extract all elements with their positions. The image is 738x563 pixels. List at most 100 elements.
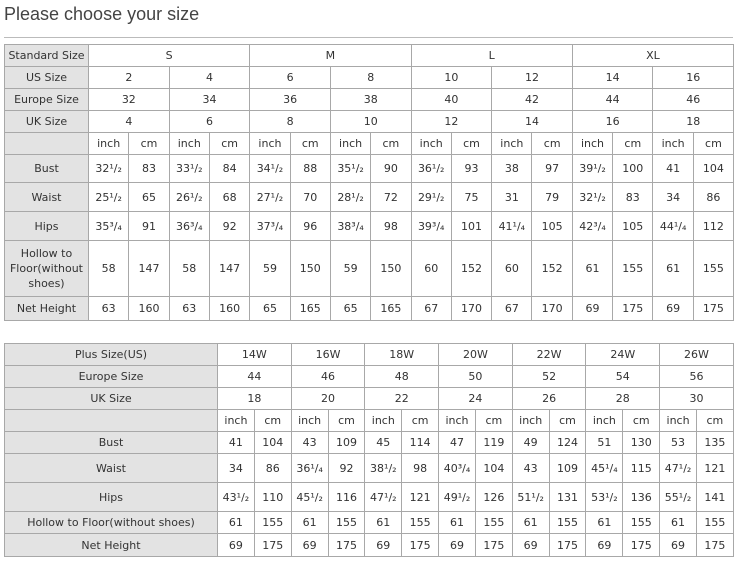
table-cell: 61 (217, 511, 255, 534)
table-cell: 59 (249, 240, 291, 297)
table-cell: 155 (548, 511, 587, 534)
table-cell: 175 (692, 296, 735, 321)
table-cell: 36³/₄ (168, 211, 210, 241)
table-cell: inch (571, 132, 614, 155)
row-label: UK Size (4, 110, 89, 133)
table-cell: 165 (289, 296, 331, 321)
table-row: Europe Size 32 34 36 38 40 42 44 46 (4, 88, 735, 111)
table-cell: 67 (491, 296, 533, 321)
table-cell: 86 (692, 182, 735, 212)
table-cell: 92 (208, 211, 251, 241)
table-cell: 31 (491, 182, 533, 212)
table-cell: 54 (585, 365, 661, 388)
table-cell: 69 (652, 296, 694, 321)
table-cell: 84 (208, 154, 251, 183)
table-cell: inch (438, 409, 476, 432)
table-cell: 20W (438, 343, 513, 366)
table-cell: 38 (491, 154, 533, 183)
table-cell: cm (622, 409, 661, 432)
table-cell: 14W (217, 343, 292, 366)
table-cell: 175 (612, 296, 654, 321)
table-cell: 10 (329, 110, 412, 133)
row-label: Hollow to Floor(without shoes) (4, 240, 89, 297)
table-cell: 79 (531, 182, 573, 212)
table-cell: 175 (253, 533, 292, 557)
table-row: inch cm inch cm inch cm inch cm inch cm inch cm inch… (4, 132, 735, 155)
table-cell: 100 (612, 154, 654, 183)
table-cell: 72 (370, 182, 412, 212)
table-cell: 175 (695, 533, 734, 557)
table-cell: cm (401, 409, 440, 432)
table-cell: 26¹/₂ (168, 182, 210, 212)
table-cell: 40³/₄ (438, 453, 476, 483)
table-cell: 35¹/₂ (329, 154, 372, 183)
table-cell: 75 (450, 182, 493, 212)
page-title: Please choose your size (4, 4, 200, 24)
table-cell: S (87, 44, 251, 67)
row-label (4, 132, 89, 155)
table-cell: 112 (692, 211, 735, 241)
table-cell: 42 (491, 88, 573, 111)
table-cell: 42³/₄ (571, 211, 614, 241)
table-cell: 69 (364, 533, 403, 557)
table-cell: 8 (249, 110, 331, 133)
table-cell: 38 (329, 88, 412, 111)
table-cell: 135 (695, 431, 734, 454)
table-cell: 24W (585, 343, 661, 366)
table-row: Standard Size S M L XL (4, 44, 735, 67)
table-cell: 155 (695, 511, 734, 534)
table-cell: 147 (128, 240, 170, 297)
table-cell: 47 (438, 431, 476, 454)
table-cell: 68 (208, 182, 251, 212)
plus-size-table: Plus Size(US) 14W 16W 18W 20W 22W 24W 26W Europe… (4, 343, 734, 557)
table-cell: cm (253, 409, 292, 432)
table-cell: 41 (652, 154, 694, 183)
table-cell: cm (370, 132, 412, 155)
table-cell: 115 (622, 453, 661, 483)
table-cell: 61 (585, 511, 624, 534)
table-cell: 38³/₄ (329, 211, 372, 241)
table-cell: 61 (438, 511, 476, 534)
table-row: Waist 34 86 36¹/₄ 92 38¹/₂ 98 40³/₄ 104 43 109 45¹/… (4, 453, 734, 483)
table-cell: 18W (364, 343, 440, 366)
row-label: Bust (4, 154, 89, 183)
table-cell: 83 (612, 182, 654, 212)
table-cell: 160 (128, 296, 170, 321)
row-label: Net Height (4, 533, 218, 557)
table-cell: 14 (571, 66, 654, 89)
row-label: Europe Size (4, 88, 89, 111)
table-cell: inch (217, 409, 255, 432)
table-cell: 36¹/₂ (410, 154, 452, 183)
table-cell: 131 (548, 482, 587, 512)
table-cell: 175 (548, 533, 587, 557)
table-cell: 69 (659, 533, 697, 557)
table-cell: 109 (327, 431, 366, 454)
table-cell: cm (128, 132, 170, 155)
table-cell: 52 (511, 365, 587, 388)
table-row: Europe Size 44 46 48 50 52 54 56 (4, 365, 734, 388)
table-cell: 91 (128, 211, 170, 241)
table-cell: 61 (364, 511, 403, 534)
table-row: Net Height 69 175 69 175 69 175 69 175 69 175 69 175… (4, 533, 734, 557)
table-cell: inch (364, 409, 403, 432)
table-row: inch cm inch cm inch cm inch cm inch cm inch cm inch… (4, 409, 734, 432)
table-cell: 152 (450, 240, 493, 297)
table-cell: 45 (364, 431, 403, 454)
row-label: Standard Size (4, 44, 89, 67)
table-cell: 65 (128, 182, 170, 212)
table-cell: cm (450, 132, 493, 155)
table-cell: 126 (474, 482, 513, 512)
table-cell: 6 (249, 66, 331, 89)
table-cell: cm (695, 409, 734, 432)
table-row: Bust 41 104 43 109 45 114 47 119 49 124 51 130 53 135 (4, 431, 734, 454)
table-cell: 160 (208, 296, 251, 321)
table-cell: 32¹/₂ (571, 182, 614, 212)
table-cell: 46 (290, 365, 366, 388)
table-cell: 44 (217, 365, 292, 388)
table-cell: 43 (511, 453, 550, 483)
table-cell: 152 (531, 240, 573, 297)
table-cell: 16 (652, 66, 735, 89)
table-cell: 59 (329, 240, 372, 297)
table-cell: 92 (327, 453, 366, 483)
table-cell: 45¹/₄ (585, 453, 624, 483)
